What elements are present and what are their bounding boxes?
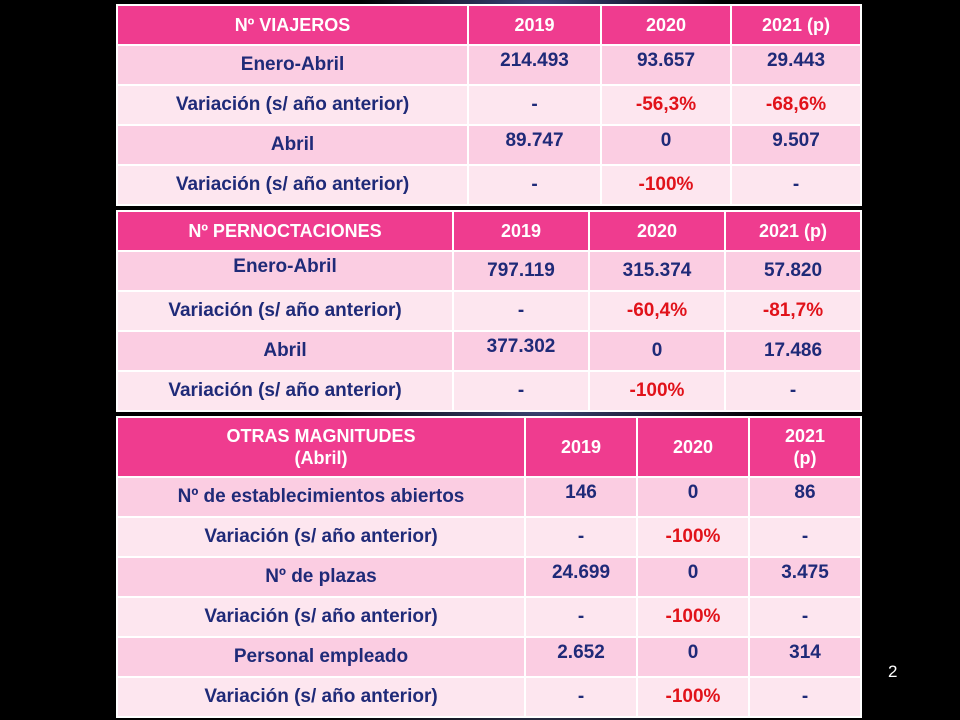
value-2019: - [524,516,638,558]
value-2020: -56,3% [600,84,732,126]
row-label: Variación (s/ año anterior) [116,596,526,638]
table-row: Enero-Abril 214.493 93.657 29.443 [116,44,862,86]
row-label: Variación (s/ año anterior) [116,164,469,206]
value-2020: 0 [588,330,726,372]
table-row: Variación (s/ año anterior) - -100% - [116,676,862,718]
pernoctaciones-header-2019: 2019 [452,210,590,252]
table-row: Abril 89.747 0 9.507 [116,124,862,166]
table-row: Variación (s/ año anterior) - -100% - [116,516,862,558]
viajeros-header-title: Nº VIAJEROS [116,4,469,46]
value-2019: - [452,370,590,412]
otras-header-2021-line1: 2021 [784,426,826,446]
otras-header-line1: OTRAS MAGNITUDES [226,426,416,446]
table-row: Nº de plazas 24.699 0 3.475 [116,556,862,598]
pernoctaciones-header-title: Nº PERNOCTACIONES [116,210,454,252]
table-row: Variación (s/ año anterior) - -100% - [116,370,862,412]
row-label: Variación (s/ año anterior) [116,676,526,718]
value-2020: 93.657 [636,50,696,71]
row-label: Abril [116,330,454,372]
value-2021: 17.486 [724,330,862,372]
table-row: Variación (s/ año anterior) - -100% - [116,596,862,638]
value-2020: 0 [687,482,699,503]
table-row: Nº de establecimientos abiertos 146 0 86 [116,476,862,518]
row-label: Enero-Abril [116,44,469,86]
value-2019: - [467,164,602,206]
value-2020: 315.374 [588,250,726,292]
value-2019: 797.119 [452,250,590,292]
otras-magnitudes-table: OTRAS MAGNITUDES (Abril) 2019 2020 2021 … [116,416,862,718]
otras-header-title: OTRAS MAGNITUDES (Abril) [116,416,526,478]
value-2020: 0 [687,642,699,663]
viajeros-header-2019: 2019 [467,4,602,46]
value-2019: - [467,84,602,126]
table-row: Variación (s/ año anterior) - -100% - [116,164,862,206]
value-2021: 3.475 [781,562,829,583]
value-2020: -100% [636,516,750,558]
row-label: Enero-Abril [233,256,337,277]
row-label: Personal empleado [116,636,526,678]
otras-header-2021-line2: (p) [793,448,817,468]
value-2021: 314 [789,642,821,663]
value-2020: -60,4% [588,290,726,332]
page-number: 2 [888,662,898,681]
value-2021: -68,6% [730,84,862,126]
pernoctaciones-header-row: Nº PERNOCTACIONES 2019 2020 2021 (p) [116,210,862,252]
row-label: Variación (s/ año anterior) [116,370,454,412]
table-row: Abril 377.302 0 17.486 [116,330,862,372]
table-row: Personal empleado 2.652 0 314 [116,636,862,678]
value-2019: 146 [565,482,597,503]
value-2021: 57.820 [724,250,862,292]
row-label: Variación (s/ año anterior) [116,84,469,126]
row-label: Variación (s/ año anterior) [116,290,454,332]
viajeros-table: Nº VIAJEROS 2019 2020 2021 (p) Enero-Abr… [116,4,862,206]
value-2021: - [748,516,862,558]
table-row: Variación (s/ año anterior) - -60,4% -81… [116,290,862,332]
value-2019: 89.747 [505,130,564,151]
value-2020: 0 [687,562,699,583]
otras-header-line2: (Abril) [294,448,348,468]
viajeros-header-2021: 2021 (p) [730,4,862,46]
value-2019: - [524,676,638,718]
row-label: Variación (s/ año anterior) [116,516,526,558]
pernoctaciones-header-2020: 2020 [588,210,726,252]
pernoctaciones-header-2021: 2021 (p) [724,210,862,252]
otras-header-row: OTRAS MAGNITUDES (Abril) 2019 2020 2021 … [116,416,862,478]
value-2019: 24.699 [551,562,611,583]
value-2021: 86 [794,482,816,503]
row-label: Abril [116,124,469,166]
value-2019: - [524,596,638,638]
value-2019: 214.493 [500,50,569,71]
value-2020: -100% [600,164,732,206]
otras-header-2019: 2019 [524,416,638,478]
value-2021: 29.443 [766,50,826,71]
value-2019: 2.652 [557,642,605,663]
pernoctaciones-table: Nº PERNOCTACIONES 2019 2020 2021 (p) Ene… [116,210,862,412]
value-2019: - [452,290,590,332]
viajeros-header-row: Nº VIAJEROS 2019 2020 2021 (p) [116,4,862,46]
value-2021: - [748,596,862,638]
viajeros-header-2020: 2020 [600,4,732,46]
value-2021: -81,7% [724,290,862,332]
value-2021: 9.507 [772,130,820,151]
value-2020: 0 [660,130,672,151]
table-row: Variación (s/ año anterior) - -56,3% -68… [116,84,862,126]
value-2020: -100% [636,596,750,638]
table-row: Enero-Abril 797.119 315.374 57.820 [116,250,862,292]
value-2021: - [724,370,862,412]
value-2021: - [748,676,862,718]
otras-header-2021: 2021 (p) [748,416,862,478]
row-label: Nº de plazas [116,556,526,598]
value-2021: - [730,164,862,206]
value-2020: -100% [636,676,750,718]
otras-header-2020: 2020 [636,416,750,478]
value-2019: 377.302 [486,336,556,357]
row-label: Nº de establecimientos abiertos [116,476,526,518]
value-2020: -100% [588,370,726,412]
